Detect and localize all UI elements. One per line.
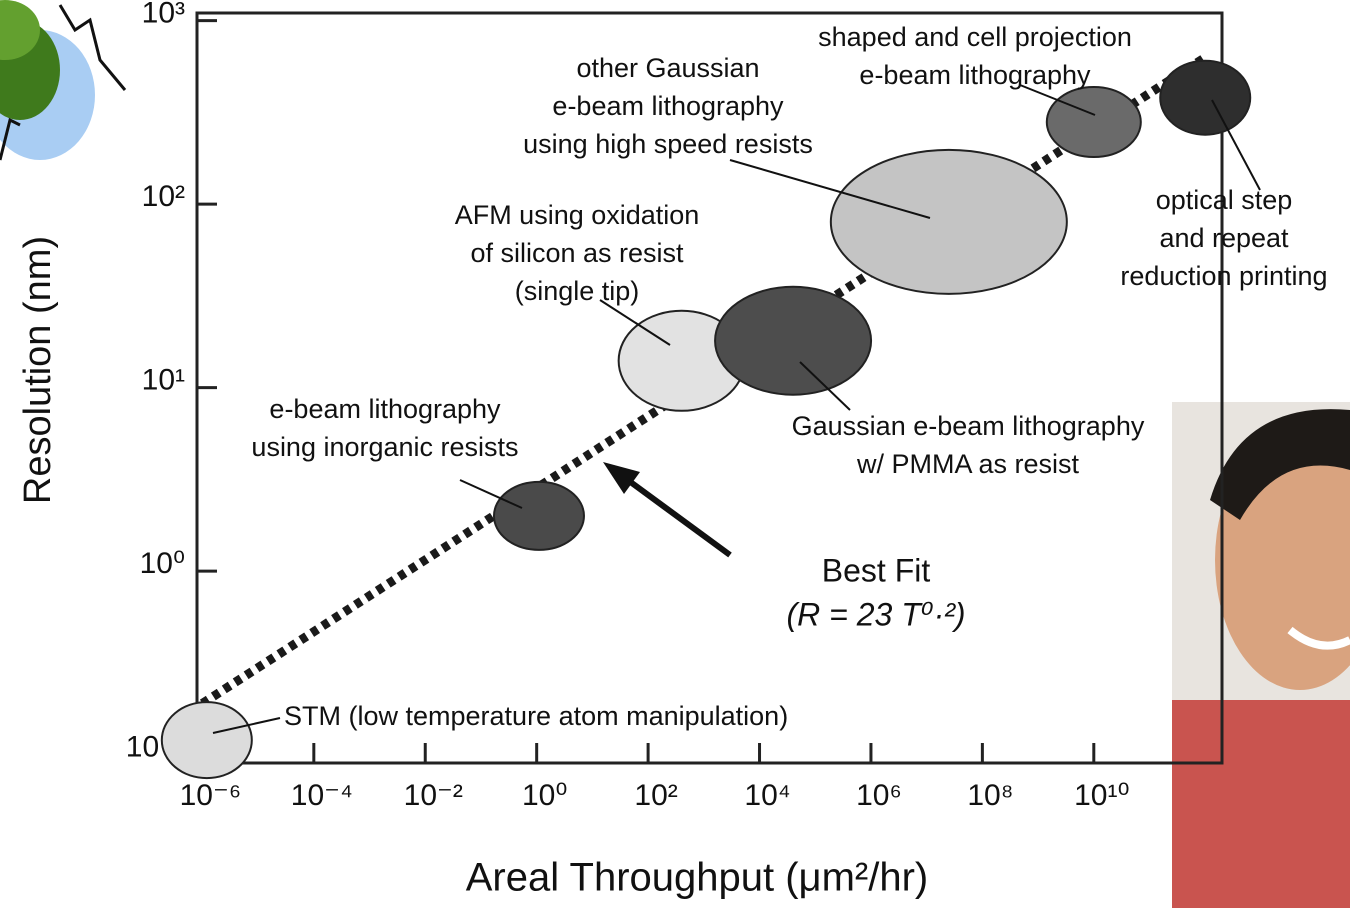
- fit-line: [199, 53, 1208, 708]
- region: [492, 480, 585, 551]
- arrow-shaft: [623, 475, 732, 558]
- annotation: e-beam lithography: [859, 60, 1091, 90]
- clipart: [0, 0, 127, 161]
- annotation: using inorganic resists: [251, 432, 518, 462]
- x-tick-label: 10⁻⁶: [180, 779, 242, 812]
- x-axis-label: Areal Throughput (μm²/hr): [466, 856, 928, 900]
- region: [1045, 86, 1142, 159]
- x-tick-label: 10¹⁰: [1074, 779, 1129, 812]
- annotation: other Gaussian: [576, 53, 759, 83]
- x-tick-label: 10⁸: [967, 779, 1013, 812]
- x-tick-label: 10⁰: [522, 779, 567, 812]
- annotation: reduction printing: [1120, 261, 1327, 291]
- y-tick-label: 10²: [142, 180, 185, 213]
- photo: [1172, 402, 1350, 908]
- y-tick-label: 10¹: [142, 364, 185, 397]
- y-tick-label: 10⁰: [140, 547, 185, 580]
- arrow-head: [603, 462, 640, 494]
- annotation: (single tip): [515, 276, 640, 306]
- fit-formula: (R = 23 T⁰·²): [786, 596, 965, 632]
- annotation: of silicon as resist: [470, 238, 684, 268]
- x-tick-label: 10⁻²: [404, 779, 463, 812]
- annotation: and repeat: [1159, 223, 1289, 253]
- fit-label: Best Fit: [822, 552, 931, 588]
- annotation: using high speed resists: [523, 129, 813, 159]
- leader-line: [799, 361, 851, 411]
- annotation: w/ PMMA as resist: [856, 449, 1080, 479]
- x-tick-label: 10⁴: [744, 779, 790, 812]
- annotation: e-beam lithography: [269, 394, 501, 424]
- annotation: shaped and cell projection: [818, 22, 1132, 52]
- y-axis-label: Resolution (nm): [17, 236, 59, 504]
- y-tick-label: 10³: [142, 0, 185, 30]
- x-tick-label: 10⁶: [856, 779, 902, 812]
- leader-line: [1019, 84, 1096, 116]
- leader-line: [459, 479, 523, 509]
- x-tick-label: 10²: [634, 779, 677, 812]
- region: [1159, 59, 1252, 136]
- x-tick-label: 10⁻⁴: [291, 779, 353, 812]
- region: [829, 148, 1068, 295]
- annotation: STM (low temperature atom manipulation): [284, 701, 788, 731]
- leader-line: [729, 159, 931, 219]
- annotation: AFM using oxidation: [455, 200, 700, 230]
- annotation: e-beam lithography: [552, 91, 784, 121]
- annotation: Gaussian e-beam lithography: [792, 411, 1145, 441]
- leader-line: [599, 299, 671, 346]
- region: [714, 285, 873, 396]
- leader-line: [212, 717, 281, 734]
- region: [160, 701, 253, 780]
- annotation: optical step: [1156, 185, 1293, 215]
- leader-line: [1211, 99, 1261, 191]
